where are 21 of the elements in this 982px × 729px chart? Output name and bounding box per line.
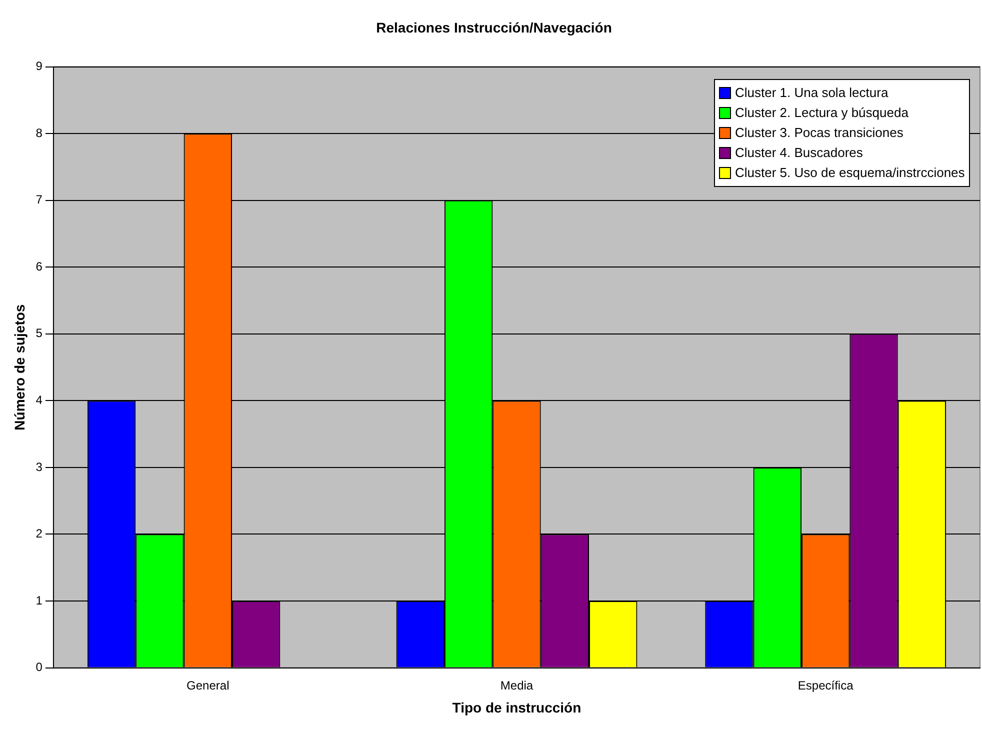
y-tick-label: 2 bbox=[36, 526, 43, 541]
x-tick-label: Media bbox=[500, 678, 534, 692]
y-tick-label: 0 bbox=[36, 660, 43, 674]
y-tick-label: 7 bbox=[36, 192, 43, 207]
legend-label: Cluster 1. Una sola lectura bbox=[735, 84, 888, 102]
y-tick-label: 3 bbox=[36, 460, 43, 474]
y-tick-label: 4 bbox=[36, 393, 43, 407]
legend-label: Cluster 3. Pocas transiciones bbox=[735, 124, 904, 142]
y-tick-label: 1 bbox=[36, 593, 43, 608]
legend-label: Cluster 4. Buscadores bbox=[735, 144, 863, 162]
chart-title: Relaciones Instrucción/Navegación bbox=[376, 19, 612, 36]
x-tick-label: General bbox=[186, 678, 230, 692]
y-tick-label: 6 bbox=[36, 259, 43, 274]
y-tick-label: 9 bbox=[36, 59, 43, 74]
y-tick-label: 8 bbox=[36, 126, 43, 140]
x-axis-title: Tipo de instrucción bbox=[452, 699, 582, 716]
legend-label: Cluster 2. Lectura y búsqueda bbox=[735, 104, 908, 122]
x-tick-label: Específica bbox=[798, 678, 854, 692]
legend-label: Cluster 5. Uso de esquema/instrcciones bbox=[735, 164, 965, 182]
y-axis-title: Número de sujetos bbox=[11, 304, 28, 430]
y-tick-label: 5 bbox=[36, 326, 43, 340]
